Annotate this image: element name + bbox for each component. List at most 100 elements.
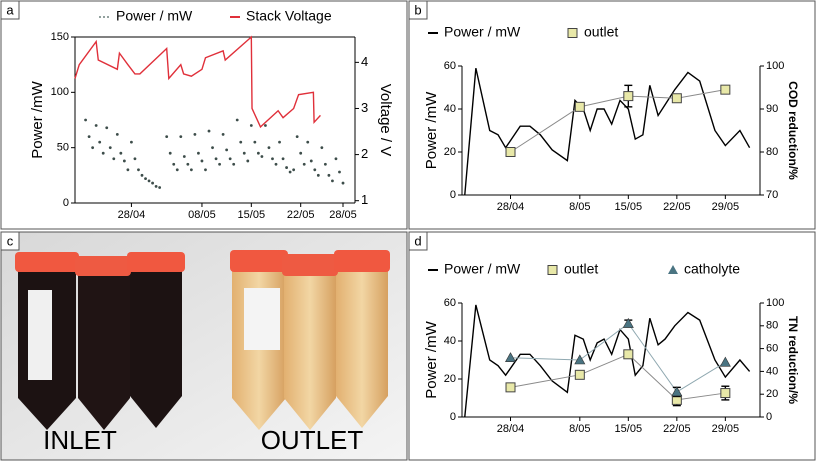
y-tick-label: 60 [444,60,456,72]
data-point [281,157,285,161]
y2-tick-label: 3 [361,100,368,115]
x-tick-label: 22/05 [287,209,315,221]
panel-frame [408,0,816,230]
data-point [338,170,341,174]
marker [574,369,585,380]
y2-tick-label: 1 [361,192,368,207]
panel-letter: c [7,233,14,248]
marker [623,349,634,360]
legend-swatch [103,16,105,18]
y-tick-label: 0 [450,411,456,423]
y2-tick-label: 4 [361,54,368,69]
data-point [214,157,218,161]
data-point [242,151,246,155]
data-point [327,173,331,177]
x-tick-label: 08/05 [188,209,216,221]
x-tick-label: 15/05 [615,423,643,435]
legend-swatch [567,28,578,38]
legend-label: outlet [564,261,598,277]
y-tick-label: 60 [444,297,456,309]
y2-tick-label: 20 [766,388,778,400]
y2-axis-title: COD reduction/% [786,81,800,180]
data-point [232,162,236,166]
y-tick-label: 40 [444,103,456,115]
y2-tick-label: 100 [766,297,784,309]
data-point [122,159,126,163]
data-point [278,140,281,144]
data-point [320,146,324,150]
x-tick-label: 8/05 [569,423,590,435]
y2-tick-label: 100 [766,60,784,72]
data-point [239,140,243,144]
y-tick-label: 0 [63,197,69,209]
x-tick-label: 28/04 [497,423,525,435]
data-point [323,162,327,166]
data-point [119,151,123,155]
x-tick-label: 15/05 [615,201,643,213]
data-point [246,159,250,163]
data-point [285,166,288,169]
marker [574,101,585,112]
data-point [137,168,140,172]
data-point [84,118,87,122]
data-point [144,177,147,181]
y2-tick-label: 60 [766,343,778,355]
x-tick-label: 29/05 [712,201,740,213]
data-point [115,132,119,136]
y-axis-title: Power /mW [423,320,440,398]
photo-label: INLET [43,425,117,455]
panel-letter-box [0,231,20,251]
data-point [179,135,183,139]
data-point [168,151,172,155]
data-point [182,155,186,158]
data-point [260,155,264,158]
marker [720,84,731,95]
data-point [186,162,190,166]
data-point [331,179,334,183]
data-point [271,157,274,161]
data-point [288,170,292,174]
y2-tick-label: 40 [766,365,778,377]
data-point [94,124,98,127]
data-point [313,168,317,172]
y2-axis-title: TN reduction/% [786,316,800,404]
data-point [221,132,225,136]
x-tick-label: 8/05 [569,201,590,213]
data-point [87,135,91,139]
panel-letter-box [0,0,20,20]
data-point [228,157,232,161]
data-point [306,140,310,144]
data-point [267,146,271,150]
data-point [302,162,306,166]
data-point [299,151,303,155]
data-point [193,132,197,136]
marker [622,317,634,328]
inlet-tubes [15,252,185,430]
x-tick-label: 28/05 [329,209,357,221]
data-point [309,159,313,163]
y2-tick-label: 0 [766,411,772,423]
marker [671,386,683,397]
data-point [218,162,221,166]
data-point [249,124,253,127]
x-tick-label: 29/05 [712,423,740,435]
y-tick-label: 20 [444,373,456,385]
data-point [172,162,176,166]
data-point [147,179,151,183]
data-point [292,168,296,172]
legend-label: Power / mW [444,261,521,277]
marker [505,352,517,363]
panel-letter: b [414,2,421,17]
y2-tick-label: 2 [361,146,368,161]
x-tick-label: 22/05 [663,423,691,435]
data-point [151,181,154,185]
marker [574,354,586,365]
data-point [126,168,130,172]
data-point [225,148,229,152]
marker [505,382,516,393]
y-tick-label: 0 [450,189,456,201]
y-tick-label: 150 [51,31,69,43]
data-line [464,67,751,196]
